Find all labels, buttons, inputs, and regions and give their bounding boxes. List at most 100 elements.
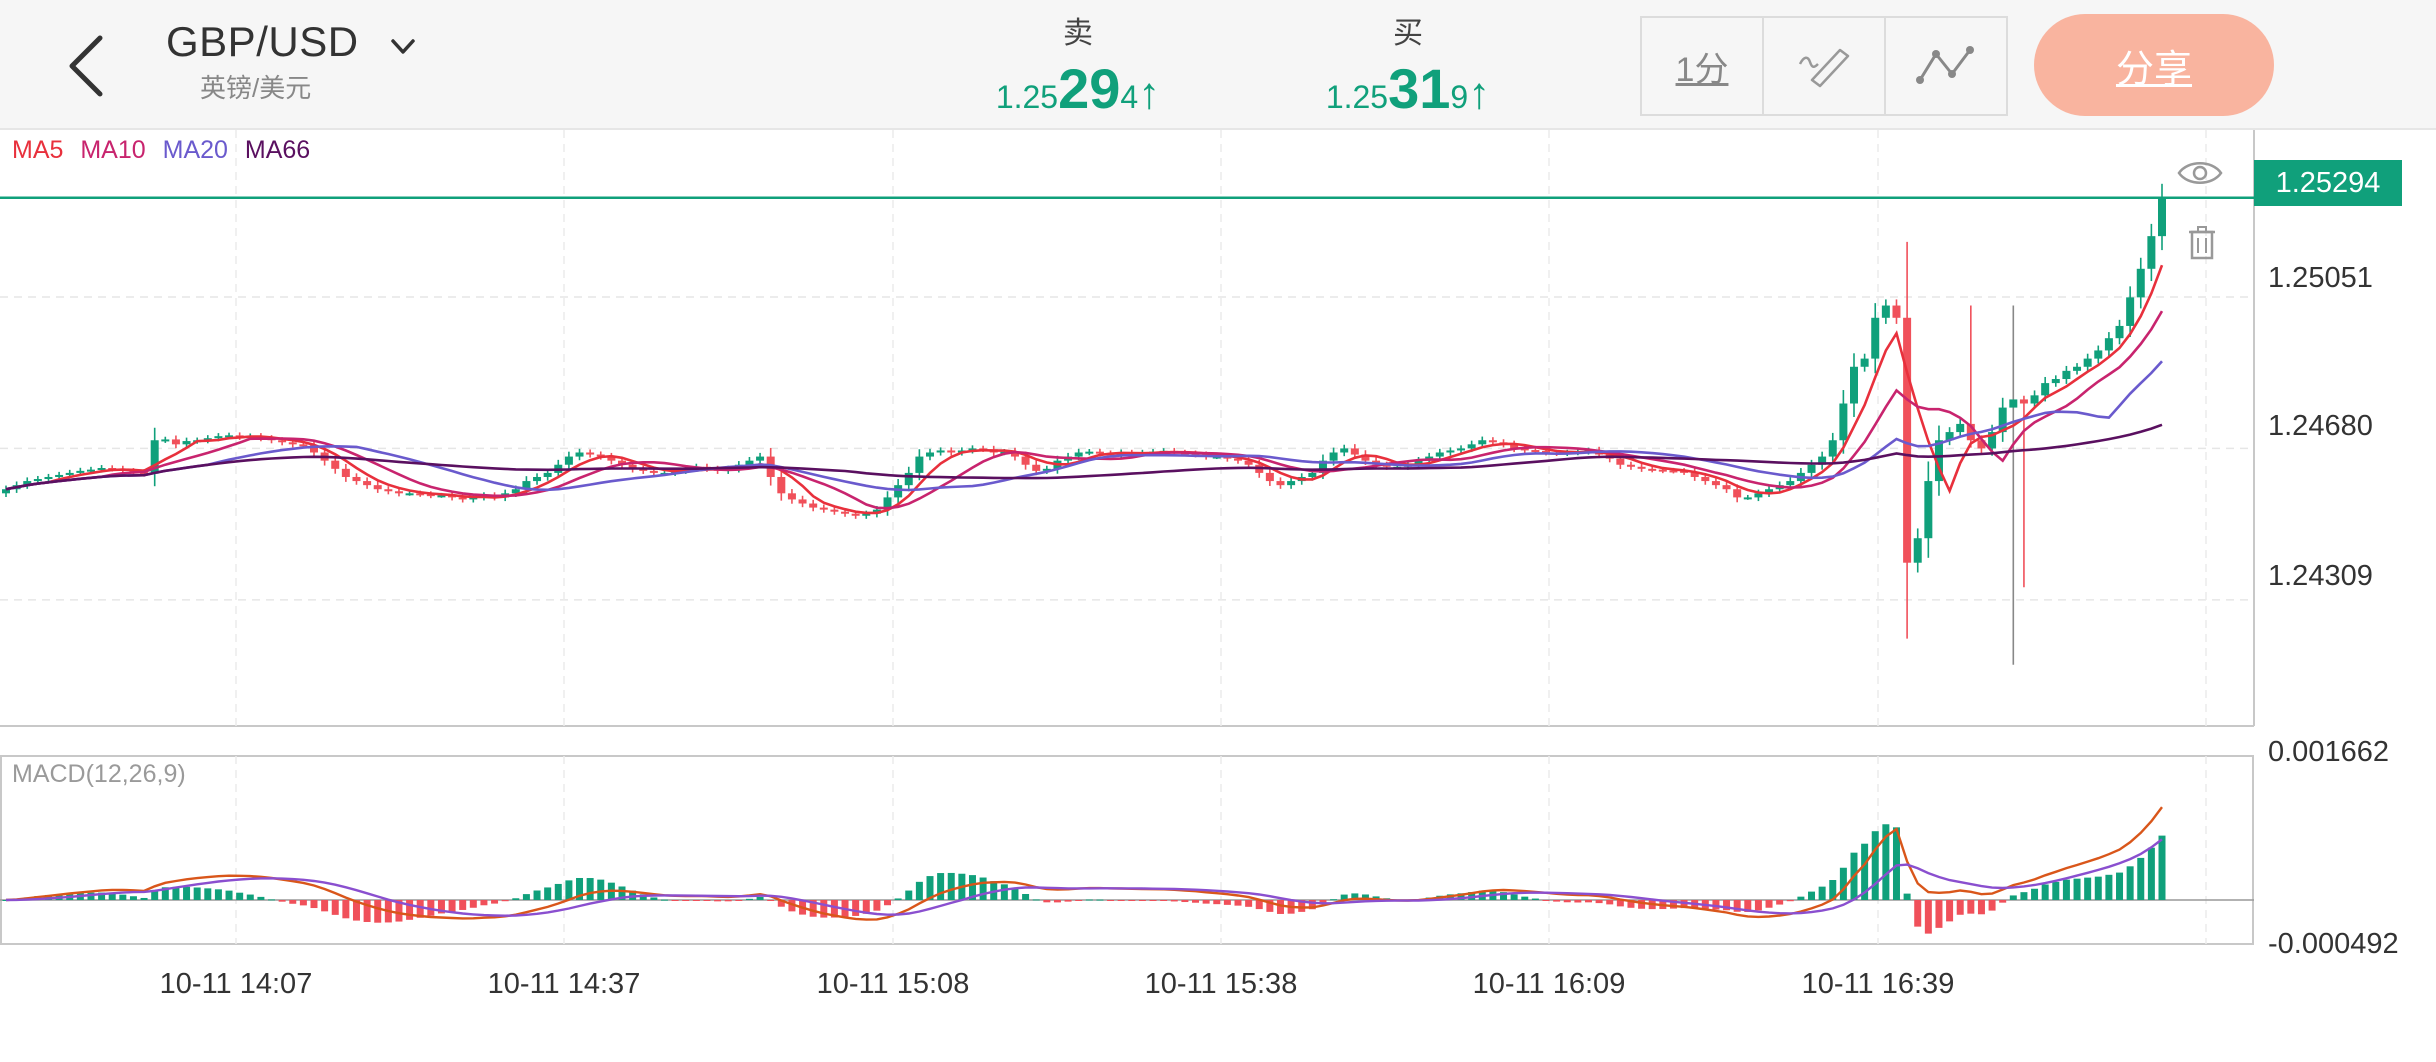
candle-body	[1032, 464, 1041, 471]
macd-histogram-bar	[884, 900, 892, 906]
macd-histogram-bar	[1085, 899, 1093, 901]
macd-histogram-bar	[586, 878, 594, 900]
pair-subtitle: 英镑/美元	[200, 73, 312, 103]
x-label: 10-11 14:07	[159, 968, 313, 1000]
candle-body	[76, 470, 85, 473]
pair-selector[interactable]: GBP/USD 英镑/美元	[166, 18, 415, 103]
candle-body	[1446, 450, 1455, 453]
macd-histogram-bar	[1723, 900, 1731, 911]
candle-body	[756, 456, 765, 461]
candle-body	[1616, 458, 1625, 465]
macd-histogram-bar	[1935, 900, 1943, 928]
candle-body	[1021, 456, 1030, 465]
back-chevron-icon[interactable]	[56, 30, 120, 102]
macd-histogram-bar	[1064, 900, 1072, 902]
y-label: 1.24309	[2268, 560, 2373, 592]
draw-tool-button[interactable]	[1764, 18, 1886, 114]
macd-histogram-bar	[119, 894, 127, 900]
macd-histogram-bar	[1351, 893, 1359, 900]
candle-body	[809, 503, 818, 508]
candle-body	[1786, 481, 1795, 486]
candle-body	[1584, 450, 1593, 453]
macd-histogram-bar	[1457, 893, 1465, 900]
macd-histogram-bar	[1436, 895, 1444, 900]
candlesticks	[2, 183, 2166, 665]
macd-histogram-bar	[44, 894, 52, 900]
up-arrow-icon: ↑	[1138, 69, 1161, 118]
trash-icon[interactable]	[2186, 226, 2218, 260]
candle-body	[1754, 493, 1763, 498]
macd-histogram-bar	[183, 886, 191, 900]
macd-histogram-bar	[480, 900, 488, 906]
macd-histogram-bar	[1946, 900, 1954, 922]
candle-body	[1743, 497, 1752, 500]
macd-histogram-bar	[1117, 900, 1125, 901]
macd-histogram-bar	[1053, 900, 1061, 903]
candle-body	[65, 472, 74, 475]
candle-body	[830, 509, 839, 512]
pair-title[interactable]: GBP/USD	[166, 18, 359, 65]
macd-histogram-bar	[1829, 880, 1837, 900]
macd-histogram-bar	[363, 900, 371, 922]
macd-histogram-bar	[639, 894, 647, 900]
macd-histogram-bar	[1818, 886, 1826, 900]
candle-body	[12, 485, 21, 490]
macd-histogram-bar	[406, 900, 414, 920]
macd-histogram-bar	[1032, 899, 1040, 901]
macd-histogram-bar	[1616, 900, 1624, 907]
macd-histogram-bar	[512, 898, 520, 900]
indicator-button[interactable]	[1886, 18, 2006, 114]
macd-histogram-bar	[703, 900, 711, 901]
candle-body	[1775, 485, 1784, 490]
candle-body	[660, 472, 669, 475]
candle-body	[1722, 485, 1731, 490]
macd-histogram-bar	[2084, 877, 2092, 900]
candle-body	[129, 470, 138, 473]
candle-body	[1106, 453, 1115, 456]
candle-body	[628, 464, 637, 469]
buy-price-fraction: 9	[1450, 79, 1469, 115]
candle-body	[511, 489, 520, 494]
macd-panel-frame	[0, 755, 2254, 945]
eye-icon[interactable]	[2176, 154, 2224, 192]
candle-body	[55, 474, 64, 477]
candle-body	[246, 436, 255, 439]
macd-histogram-bar	[905, 890, 913, 900]
macd-histogram-bar	[129, 896, 137, 900]
legend-ma5: MA5	[12, 136, 64, 164]
ma-legend: MA5 MA10 MA20 MA66	[12, 136, 320, 165]
macd-histogram-bar	[257, 896, 265, 900]
candle-body	[140, 472, 149, 475]
candle-body	[320, 452, 329, 461]
macd-histogram-bar	[2009, 895, 2017, 900]
share-button[interactable]: 分享	[2034, 14, 2274, 116]
chevron-down-icon[interactable]	[388, 32, 418, 62]
candle-body	[150, 440, 159, 474]
buy-quote[interactable]: 买 1.25319↑	[1278, 8, 1538, 121]
macd-histogram-bar	[682, 900, 690, 901]
sell-quote[interactable]: 卖 1.25294↑	[948, 8, 1208, 121]
candle-body	[607, 456, 616, 461]
macd-histogram-bar	[830, 900, 838, 918]
candle-body	[363, 481, 372, 486]
macd-histogram-bar	[172, 886, 180, 900]
candle-body	[299, 444, 308, 447]
candle-body	[533, 476, 542, 482]
macd-histogram-bar	[1319, 900, 1327, 905]
candle-body	[501, 493, 510, 498]
interval-button[interactable]: 1分	[1642, 18, 1764, 114]
candle-body	[1818, 456, 1827, 465]
macd-histogram-bar	[533, 890, 541, 900]
candle-body	[1095, 451, 1104, 454]
macd-histogram-bar	[1776, 900, 1784, 905]
candle-body	[1860, 358, 1869, 367]
macd-histogram-bar	[1638, 900, 1646, 909]
macd-histogram-bar	[777, 900, 785, 907]
candle-body	[724, 468, 733, 471]
macd-histogram-bar	[1977, 900, 1985, 915]
macd-histogram-bar	[1404, 899, 1412, 901]
macd-histogram-bar	[873, 900, 881, 911]
macd-panel	[0, 806, 2254, 934]
candle-body	[458, 497, 467, 500]
